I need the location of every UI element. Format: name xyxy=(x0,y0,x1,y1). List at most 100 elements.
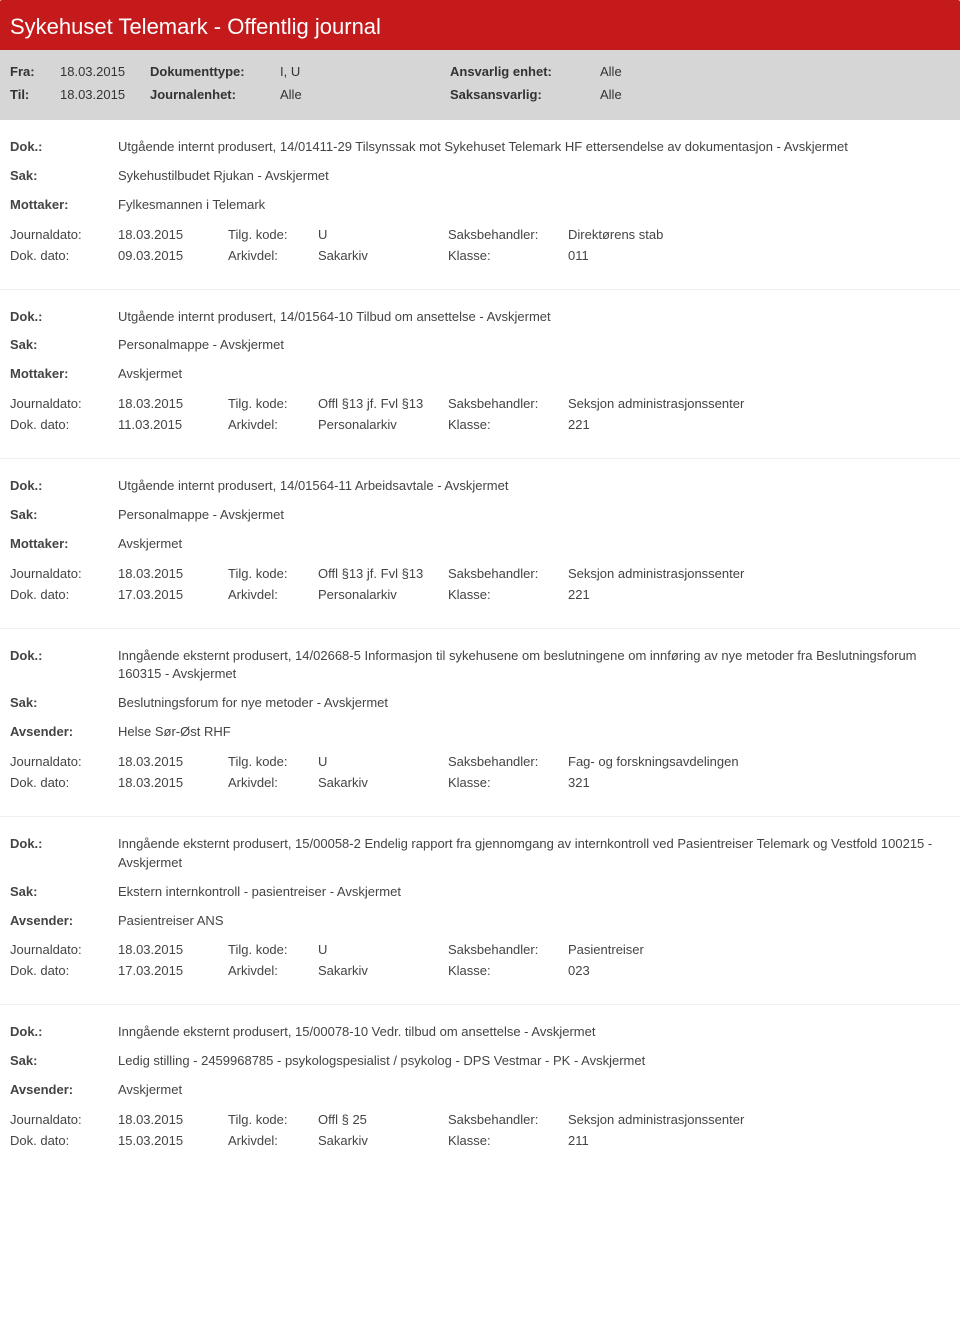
arkivdel-value: Sakarkiv xyxy=(318,1133,448,1148)
tilgkode-value: Offl § 25 xyxy=(318,1112,448,1127)
tilgkode-label: Tilg. kode: xyxy=(228,754,318,769)
sak-label: Sak: xyxy=(10,694,118,713)
klasse-label: Klasse: xyxy=(448,1133,568,1148)
journaldato-label: Journaldato: xyxy=(10,1112,118,1127)
saksbehandler-value: Seksjon administrasjonssenter xyxy=(568,1112,950,1127)
party-value: Avskjermet xyxy=(118,1081,950,1100)
klasse-label: Klasse: xyxy=(448,587,568,602)
sak-value: Personalmappe - Avskjermet xyxy=(118,506,950,525)
klasse-value: 221 xyxy=(568,587,950,602)
klasse-label: Klasse: xyxy=(448,248,568,263)
journal-entry: Dok.: Utgående internt produsert, 14/014… xyxy=(0,120,960,290)
arkivdel-value: Sakarkiv xyxy=(318,963,448,978)
dok-value: Inngående eksternt produsert, 15/00058-2… xyxy=(118,835,950,873)
page-title: Sykehuset Telemark - Offentlig journal xyxy=(10,14,381,39)
party-value: Avskjermet xyxy=(118,535,950,554)
tilgkode-value: Offl §13 jf. Fvl §13 xyxy=(318,566,448,581)
tilgkode-value: U xyxy=(318,227,448,242)
filter-saksansvarlig-label: Saksansvarlig: xyxy=(450,87,600,102)
journaldato-value: 18.03.2015 xyxy=(118,754,228,769)
saksbehandler-label: Saksbehandler: xyxy=(448,566,568,581)
sak-value: Ledig stilling - 2459968785 - psykologsp… xyxy=(118,1052,950,1071)
filter-row-2: Til: 18.03.2015 Journalenhet: Alle Saksa… xyxy=(10,83,950,106)
saksbehandler-value: Direktørens stab xyxy=(568,227,950,242)
klasse-label: Klasse: xyxy=(448,417,568,432)
journaldato-label: Journaldato: xyxy=(10,227,118,242)
dok-value: Utgående internt produsert, 14/01564-10 … xyxy=(118,308,950,327)
saksbehandler-value: Fag- og forskningsavdelingen xyxy=(568,754,950,769)
journaldato-value: 18.03.2015 xyxy=(118,942,228,957)
klasse-value: 221 xyxy=(568,417,950,432)
dok-label: Dok.: xyxy=(10,1023,118,1042)
party-value: Fylkesmannen i Telemark xyxy=(118,196,950,215)
arkivdel-label: Arkivdel: xyxy=(228,775,318,790)
arkivdel-label: Arkivdel: xyxy=(228,1133,318,1148)
klasse-value: 023 xyxy=(568,963,950,978)
journaldato-label: Journaldato: xyxy=(10,396,118,411)
dok-value: Inngående eksternt produsert, 15/00078-1… xyxy=(118,1023,950,1042)
arkivdel-label: Arkivdel: xyxy=(228,248,318,263)
filter-fra-value: 18.03.2015 xyxy=(60,64,150,79)
sak-label: Sak: xyxy=(10,883,118,902)
filter-ansvarlig-value: Alle xyxy=(600,64,700,79)
dokdato-value: 11.03.2015 xyxy=(118,417,228,432)
saksbehandler-label: Saksbehandler: xyxy=(448,754,568,769)
tilgkode-label: Tilg. kode: xyxy=(228,942,318,957)
journaldato-label: Journaldato: xyxy=(10,942,118,957)
filter-ansvarlig-label: Ansvarlig enhet: xyxy=(450,64,600,79)
party-value: Avskjermet xyxy=(118,365,950,384)
dokdato-label: Dok. dato: xyxy=(10,248,118,263)
journaldato-value: 18.03.2015 xyxy=(118,396,228,411)
party-value: Helse Sør-Øst RHF xyxy=(118,723,950,742)
saksbehandler-label: Saksbehandler: xyxy=(448,227,568,242)
journaldato-value: 18.03.2015 xyxy=(118,227,228,242)
dokdato-label: Dok. dato: xyxy=(10,587,118,602)
dok-label: Dok.: xyxy=(10,308,118,327)
filter-journalenhet-value: Alle xyxy=(280,87,450,102)
party-label: Mottaker: xyxy=(10,196,118,215)
sak-label: Sak: xyxy=(10,167,118,186)
dokdato-label: Dok. dato: xyxy=(10,1133,118,1148)
tilgkode-value: U xyxy=(318,754,448,769)
sak-label: Sak: xyxy=(10,336,118,355)
dokdato-label: Dok. dato: xyxy=(10,963,118,978)
filter-doktype-label: Dokumenttype: xyxy=(150,64,280,79)
sak-value: Beslutningsforum for nye metoder - Avskj… xyxy=(118,694,950,713)
dokdato-value: 17.03.2015 xyxy=(118,963,228,978)
filter-til-label: Til: xyxy=(10,87,60,102)
tilgkode-value: Offl §13 jf. Fvl §13 xyxy=(318,396,448,411)
journal-entry: Dok.: Inngående eksternt produsert, 15/0… xyxy=(0,817,960,1005)
saksbehandler-label: Saksbehandler: xyxy=(448,396,568,411)
klasse-value: 321 xyxy=(568,775,950,790)
journal-entry: Dok.: Inngående eksternt produsert, 15/0… xyxy=(0,1005,960,1174)
party-label: Mottaker: xyxy=(10,535,118,554)
journaldato-value: 18.03.2015 xyxy=(118,1112,228,1127)
sak-label: Sak: xyxy=(10,1052,118,1071)
dokdato-value: 15.03.2015 xyxy=(118,1133,228,1148)
party-label: Avsender: xyxy=(10,1081,118,1100)
party-value: Pasientreiser ANS xyxy=(118,912,950,931)
saksbehandler-label: Saksbehandler: xyxy=(448,1112,568,1127)
journaldato-label: Journaldato: xyxy=(10,754,118,769)
arkivdel-label: Arkivdel: xyxy=(228,963,318,978)
party-label: Avsender: xyxy=(10,912,118,931)
arkivdel-label: Arkivdel: xyxy=(228,587,318,602)
dokdato-label: Dok. dato: xyxy=(10,775,118,790)
journal-entry: Dok.: Utgående internt produsert, 14/015… xyxy=(0,459,960,629)
filter-bar: Fra: 18.03.2015 Dokumenttype: I, U Ansva… xyxy=(0,50,960,120)
sak-label: Sak: xyxy=(10,506,118,525)
dok-value: Utgående internt produsert, 14/01411-29 … xyxy=(118,138,950,157)
saksbehandler-value: Seksjon administrasjonssenter xyxy=(568,566,950,581)
arkivdel-value: Personalarkiv xyxy=(318,587,448,602)
dokdato-value: 18.03.2015 xyxy=(118,775,228,790)
filter-fra-label: Fra: xyxy=(10,64,60,79)
filter-journalenhet-label: Journalenhet: xyxy=(150,87,280,102)
filter-row-1: Fra: 18.03.2015 Dokumenttype: I, U Ansva… xyxy=(10,60,950,83)
dok-value: Utgående internt produsert, 14/01564-11 … xyxy=(118,477,950,496)
journal-entry: Dok.: Inngående eksternt produsert, 14/0… xyxy=(0,629,960,817)
tilgkode-label: Tilg. kode: xyxy=(228,227,318,242)
klasse-label: Klasse: xyxy=(448,775,568,790)
klasse-label: Klasse: xyxy=(448,963,568,978)
filter-doktype-value: I, U xyxy=(280,64,450,79)
sak-value: Ekstern internkontroll - pasientreiser -… xyxy=(118,883,950,902)
